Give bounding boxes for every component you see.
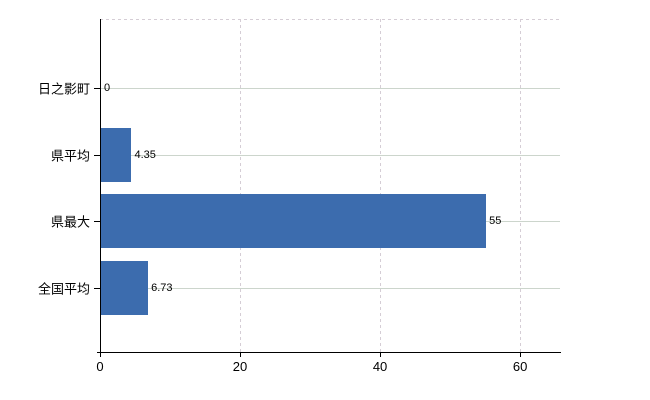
category-label: 県最大 [50,214,90,230]
bar [101,194,487,248]
x-tick-mark [240,352,242,357]
x-tick-label: 60 [512,359,528,374]
x-tick-label: 40 [372,359,388,374]
y-axis [100,19,101,352]
gridline-horizontal [101,88,560,89]
bar [101,127,132,182]
x-tick-mark [380,352,382,357]
value-label: 6.73 [151,281,173,294]
category-label: 全国平均 [37,281,90,296]
bar [101,260,149,315]
y-tick-mark [94,221,100,222]
y-tick-mark [94,88,100,89]
y-tick-mark [94,287,100,289]
y-tick-mark [94,154,100,156]
gridline-vertical [520,19,522,352]
gridline-vertical [380,19,382,352]
category-label: 日之影町 [37,81,90,97]
gridline-horizontal [101,154,560,156]
plot-area: 0 4.35 55 6.73 0 20 40 60 [94,19,562,374]
value-label: 0 [104,82,111,94]
value-label: 55 [489,215,502,227]
gridline-vertical [240,19,242,352]
category-label: 県平均 [50,148,90,163]
value-label: 4.35 [134,148,156,161]
x-tick-mark [100,352,101,357]
x-tick-label: 0 [96,359,104,374]
gridline-horizontal [101,287,560,289]
x-axis [97,352,561,353]
y-axis-labels: 日之影町県平均県最大全国平均 [0,19,90,352]
x-tick-label: 20 [232,359,248,374]
plot-top-border [100,19,562,20]
x-tick-mark [520,352,522,357]
